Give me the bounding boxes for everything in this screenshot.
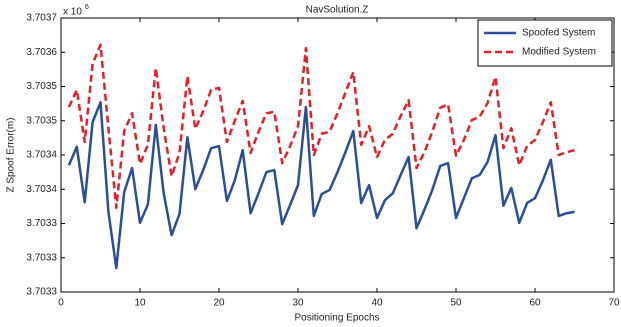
y-axis-label: Z Spoof Error(m): [6, 117, 17, 192]
series-line: [67, 101, 575, 270]
x-axis-label: Positioning Epochs: [294, 313, 379, 324]
y-tick-label: 3.7034: [26, 184, 57, 195]
x-tick-label: 30: [292, 298, 304, 309]
plot-frame: [60, 17, 615, 293]
legend-label: Spoofed System: [522, 28, 595, 39]
y-tick-label: 3.7035: [26, 115, 57, 126]
y-multiplier-exponent: 6: [85, 4, 89, 11]
x-tick-label: 20: [213, 298, 225, 309]
y-tick-label: 3.7033: [26, 252, 57, 263]
legend-label: Modified System: [522, 47, 596, 58]
y-tick-label: 3.7034: [26, 150, 57, 161]
y-multiplier: x 10: [63, 7, 82, 18]
x-tick-label: 0: [58, 298, 64, 309]
x-tick-label: 10: [134, 298, 146, 309]
y-tick-label: 3.7035: [26, 81, 57, 92]
series-line: [67, 43, 575, 209]
x-tick-label: 60: [529, 298, 541, 309]
x-tick-label: 40: [371, 298, 383, 309]
y-tick-label: 3.7037: [26, 13, 57, 24]
y-tick-label: 3.7033: [26, 218, 57, 229]
x-tick-label: 50: [450, 298, 462, 309]
y-tick-label: 3.7036: [26, 47, 57, 58]
x-tick-label: 70: [608, 298, 620, 309]
chart-title: NavSolution.Z: [306, 5, 369, 16]
legend-box: [477, 19, 613, 67]
y-tick-label: 3.7033: [26, 287, 57, 298]
